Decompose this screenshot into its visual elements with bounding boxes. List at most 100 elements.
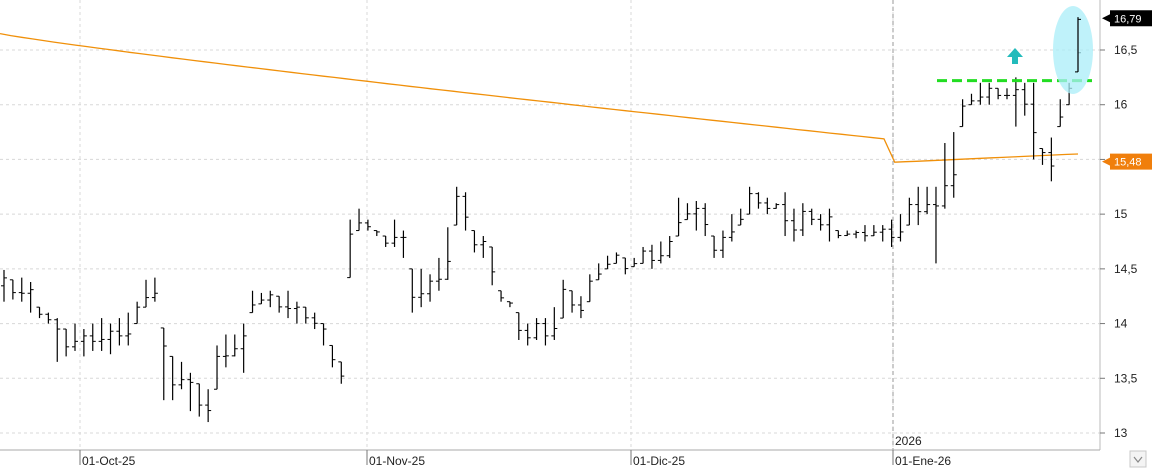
ohlc-bar — [187, 372, 194, 412]
ohlc-bar — [338, 361, 345, 384]
ohlc-bar — [72, 323, 79, 351]
ohlc-bar — [906, 197, 913, 226]
ohlc-bar — [711, 235, 718, 258]
ohlc-bar — [586, 274, 593, 303]
highlight-ellipse — [1053, 6, 1093, 94]
ohlc-bar — [844, 230, 851, 237]
ohlc-bar — [560, 279, 567, 319]
ohlc-bar — [276, 295, 283, 313]
ohlc-bar — [196, 383, 203, 417]
ohlc-bar — [18, 277, 25, 302]
ohlc-bar — [151, 277, 158, 302]
ohlc-bar — [977, 82, 984, 105]
ohlc-bar — [755, 192, 762, 209]
ohlc-bar — [817, 214, 824, 231]
ohlc-bar — [897, 214, 904, 242]
ohlc-bar — [98, 318, 105, 351]
moving-average-layer — [0, 32, 1079, 163]
ohlc-bar — [835, 230, 842, 239]
ohlc-bar — [826, 208, 833, 242]
ohlc-bar — [89, 323, 96, 351]
year-label: 2026 — [895, 434, 922, 448]
ohlc-bar — [1030, 82, 1037, 160]
ohlc-bar — [853, 230, 860, 239]
ohlc-bar — [950, 132, 957, 198]
x-tick-label: 01-Nov-25 — [369, 454, 425, 468]
ohlc-bar — [45, 312, 52, 324]
ohlc-bar — [684, 203, 691, 221]
ohlc-bar — [737, 208, 744, 226]
ohlc-bar — [293, 301, 300, 324]
ohlc-bar — [666, 236, 673, 258]
ohlc-bar — [986, 82, 993, 105]
ohlc-bar — [418, 268, 425, 308]
ohlc-bar — [373, 230, 380, 237]
ohlc-bar — [160, 327, 167, 401]
ohlc-bar — [143, 279, 150, 308]
ohlc-bar — [364, 219, 371, 231]
ohlc-bar — [640, 246, 647, 264]
ohlc-bar — [808, 208, 815, 226]
ohlc-bar — [391, 219, 398, 247]
ohlc-bar — [1, 269, 7, 302]
ohlc-bar — [932, 186, 939, 264]
ohlc-bar — [9, 279, 16, 300]
x-tick-label: 01-Dic-25 — [633, 454, 685, 468]
corner-box — [1129, 450, 1147, 468]
ohlc-bar — [542, 318, 549, 346]
last-price-pointer — [1102, 14, 1110, 23]
ohlc-bar — [995, 87, 1002, 100]
ohlc-bar — [435, 257, 442, 291]
ohlc-bar — [515, 312, 522, 340]
ohlc-bar — [125, 312, 132, 346]
up-arrow-icon — [1007, 48, 1023, 64]
y-tick-label: 16,5 — [1114, 43, 1138, 57]
y-tick-label: 13 — [1114, 426, 1128, 440]
ohlc-bar — [1048, 137, 1055, 182]
ohlc-bar — [27, 281, 34, 313]
ohlc-bar — [524, 323, 531, 346]
ohlc-bar — [533, 318, 540, 340]
ohlc-bar — [1039, 147, 1046, 165]
ohlc-bar — [178, 361, 185, 390]
ohlc-bar — [214, 345, 221, 390]
ohlc-bar — [604, 255, 611, 270]
ohlc-bar — [400, 230, 407, 258]
ohlc-bar — [258, 292, 265, 305]
ohlc-bars — [1, 17, 1081, 423]
ohlc-bar — [222, 334, 229, 368]
ohlc-bar — [915, 186, 922, 226]
ohlc-bar — [888, 219, 895, 247]
ohlc-bar — [169, 355, 176, 401]
ohlc-bar — [719, 230, 726, 258]
ma-price-box — [1110, 153, 1152, 170]
x-tick-label: 01-Oct-25 — [82, 454, 136, 468]
ohlc-bar — [746, 186, 753, 215]
x-axis-band — [0, 451, 1157, 469]
ohlc-bar — [1012, 77, 1019, 127]
ohlc-bar — [613, 252, 620, 264]
ohlc-bar — [551, 307, 558, 340]
annotations — [937, 6, 1093, 94]
moving-average-line — [0, 32, 1079, 163]
ohlc-bar — [870, 225, 877, 237]
ohlc-bar — [1021, 82, 1028, 116]
ohlc-bar — [267, 290, 274, 308]
ohlc-bar — [728, 214, 735, 242]
y-tick-label: 15 — [1114, 207, 1128, 221]
ohlc-bar — [675, 197, 682, 237]
ohlc-bar — [107, 323, 114, 355]
ohlc-bar — [231, 334, 238, 357]
ohlc-bar — [240, 323, 247, 373]
ohlc-bar — [773, 203, 780, 209]
ohlc-bar — [329, 344, 336, 368]
ohlc-bar — [462, 192, 469, 231]
ohlc-bar — [861, 225, 868, 242]
ohlc-bar — [595, 263, 602, 281]
last-price-box — [1110, 10, 1152, 27]
ohlc-bar — [782, 192, 789, 237]
ohlc-bar — [968, 93, 975, 106]
